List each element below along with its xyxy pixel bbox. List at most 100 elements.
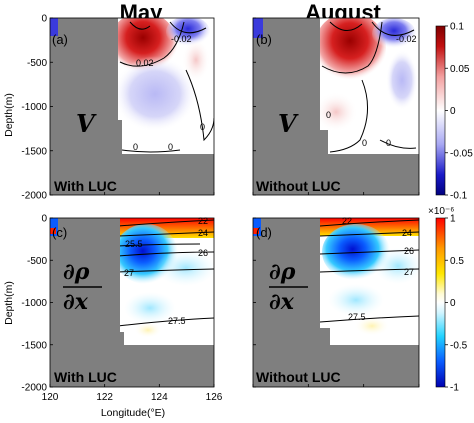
- ytick-label-c-1: -500: [27, 256, 47, 267]
- colorbar-velocity: [435, 25, 446, 196]
- panel-d-positive-deep: [354, 316, 390, 336]
- panel-c-contour-label-5: 27: [124, 268, 134, 278]
- panel-d-west-strip: [253, 218, 261, 236]
- panel-d-west-dot: [253, 228, 259, 234]
- panel-a-east-northward: [182, 38, 210, 82]
- panel-c-contour-27-5: [117, 317, 214, 327]
- panel-c-symbol-top: ∂ρ: [63, 259, 90, 285]
- panel-a-contour-label-1: -0.02: [171, 34, 192, 44]
- colorbar-density-tick-label-0: 1: [450, 214, 456, 225]
- panel-a-contour-label-5: 0: [168, 142, 173, 152]
- panel-c-west-dot: [50, 228, 56, 234]
- panel-d: [253, 218, 419, 387]
- xtick-label-c-0: 120: [42, 392, 59, 403]
- panel-d-contour-26: [319, 249, 419, 255]
- panel-b-deep-northward: [314, 92, 358, 132]
- ylabel-top: Depth(m): [3, 93, 15, 137]
- panel-d-annotation: Without LUC: [256, 369, 341, 385]
- xtick-label-c-3: 126: [206, 392, 223, 403]
- panel-b-contour-label-4: -0.02: [396, 34, 417, 44]
- panel-d-contour-27-5: [319, 315, 419, 323]
- panel-a-contour-1: [119, 21, 185, 67]
- panel-c-west-strip: [50, 218, 58, 236]
- panel-d-symbol-top: ∂ρ: [269, 259, 296, 285]
- panel-a-contour-5: [121, 149, 181, 153]
- panel-b-symbol: V: [278, 109, 299, 138]
- panel-d-negative-deep: [328, 284, 384, 316]
- colorbar-density-tick-label-1: 0.5: [450, 256, 464, 267]
- panel-d-contour-label-5: 27.5: [348, 312, 366, 322]
- panel-a-contour-label-3: 0: [200, 122, 205, 132]
- panel-c-contour-24: [117, 231, 214, 237]
- panel-c-negative-deep: [124, 292, 176, 324]
- panel-d-negative-core: [322, 224, 390, 280]
- panel-a-contour-label-2: 0.02: [136, 58, 154, 68]
- panel-d-land-mask: [253, 218, 419, 387]
- colorbar-density-tick-label-2: 0: [450, 298, 456, 309]
- ytick-label-c-3: -1500: [21, 340, 47, 351]
- ylabel-bottom: Depth(m): [3, 281, 15, 325]
- panel-a-land-mask: [50, 18, 214, 195]
- xtick-label-c-1: 122: [96, 392, 113, 403]
- panel-a-deep-southward: [113, 56, 197, 132]
- ytick-label-a-2: -1000: [21, 102, 47, 113]
- panel-a-annotation: With LUC: [54, 178, 117, 194]
- colorbar-density-gradient: [435, 217, 446, 388]
- ytick-label-a-0: 0: [41, 14, 47, 25]
- panel-b-contour-5: [379, 139, 417, 149]
- panel-c-contour-label-6: 27.5: [168, 316, 186, 326]
- panel-c-contour-27: [117, 268, 214, 273]
- colorbar-density-tick-label-3: -0.5: [450, 340, 468, 351]
- panel-b-contour-2: [329, 21, 363, 31]
- panel-b-contour-1: [321, 21, 383, 74]
- panel-b-contour-label-2: 0: [362, 138, 367, 148]
- panel-a-contour-2: [129, 21, 151, 30]
- panel-b-southward-core: [372, 18, 416, 50]
- panel-c-contour-label-2: 24: [198, 228, 208, 238]
- panel-d-contour-label-1: 22: [342, 216, 352, 226]
- panel-c-contour-22: [117, 219, 214, 227]
- colorbar-velocity-tick-label-3: -0.05: [450, 148, 473, 159]
- panel-a-symbol: V: [76, 109, 97, 138]
- panel-b-land-mask: [253, 18, 419, 195]
- panel-d-contour-22: [319, 219, 419, 227]
- panel-c-land-mask: [50, 218, 214, 387]
- ytick-label-c-0: 0: [41, 214, 47, 225]
- colorbar-velocity-tick-label-4: -0.1: [450, 191, 468, 202]
- xlabel: Longitude(°E): [101, 407, 165, 419]
- panel-c-annotation: With LUC: [54, 369, 117, 385]
- panel-d-contour-27: [319, 268, 419, 273]
- panel-c-label: (c): [52, 225, 67, 240]
- panel-a: [50, 18, 214, 195]
- panel-a-label: (a): [52, 32, 68, 47]
- panel-c-positive-deep: [134, 322, 162, 338]
- colorbar-velocity-tick-label-0: 0.1: [450, 22, 464, 33]
- colorbar-velocity-tick-label-1: 0.05: [450, 64, 470, 75]
- xtick-label-c-2: 124: [151, 392, 168, 403]
- panel-b-contour-3: [371, 21, 415, 36]
- panel-b-northward-core: [314, 18, 386, 84]
- panel-b-annotation: Without LUC: [256, 178, 341, 194]
- panel-a-contour-label-4: 0: [133, 142, 138, 152]
- panel-b-east-southward: [386, 50, 418, 110]
- panel-d-contour-label-4: 27: [404, 267, 414, 277]
- ytick-label-a-4: -2000: [21, 191, 47, 202]
- ytick-label-a-1: -500: [27, 58, 47, 69]
- colorbar-density-tick-label-4: -1: [450, 383, 459, 394]
- ytick-label-c-4: -2000: [21, 383, 47, 394]
- panel-b-contour-label-1: 0: [326, 110, 331, 120]
- panel-d-contour-label-2: 24: [402, 228, 412, 238]
- panel-d-label: (d): [256, 225, 272, 240]
- panel-c-negative-east: [156, 250, 214, 286]
- panel-c-contour-26: [117, 251, 214, 257]
- panel-c-contour-25-5: [117, 243, 201, 247]
- tick-layer: 0-500-1000-1500-20000-500-1000-1500-2000…: [21, 14, 473, 404]
- panel-c: [50, 218, 214, 387]
- panel-d-contour-24: [319, 231, 419, 237]
- panel-c-contour-label-1: 22: [198, 216, 208, 226]
- panel-c-symbol-bottom: ∂x: [63, 289, 89, 315]
- panel-d-negative-east: [374, 248, 419, 284]
- ytick-label-a-3: -1500: [21, 146, 47, 157]
- panel-d-contour-label-3: 26: [404, 246, 414, 256]
